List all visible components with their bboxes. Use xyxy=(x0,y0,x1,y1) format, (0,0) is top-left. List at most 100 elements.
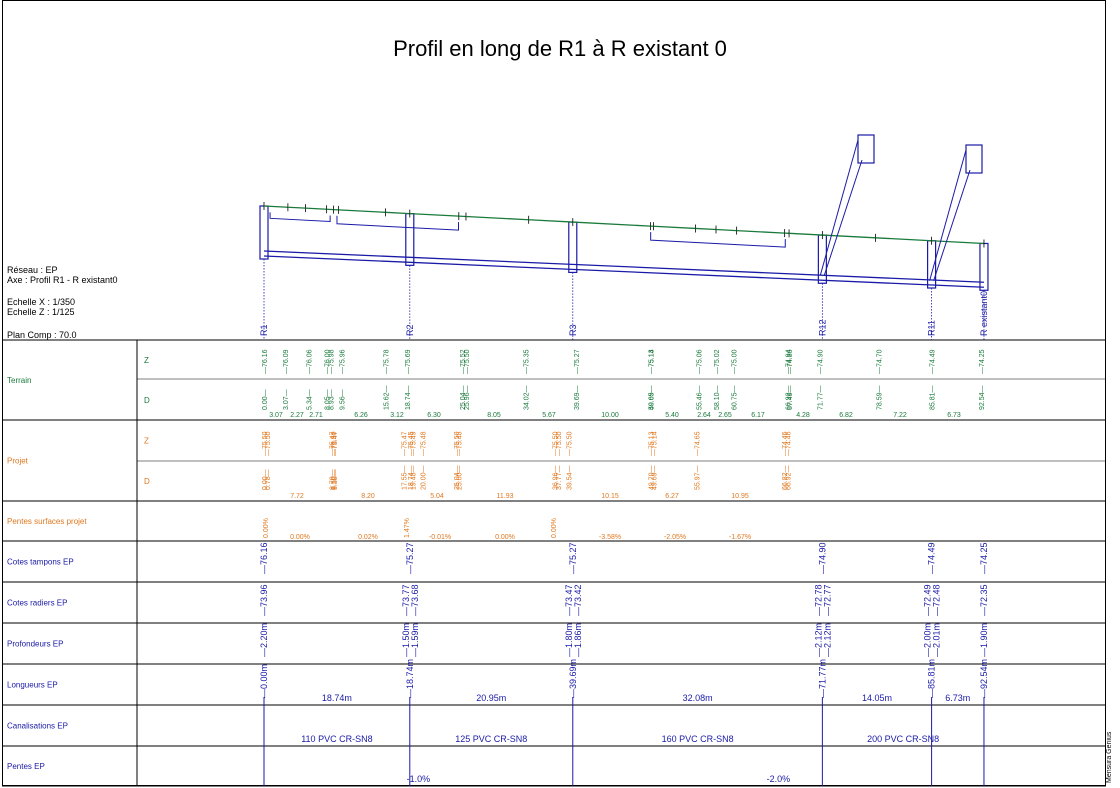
leader-note-box xyxy=(857,134,875,164)
terrain-d-value: 58.10— xyxy=(714,385,721,410)
projet-z-value: —74.65 xyxy=(694,431,701,456)
projet-d-value: 18.74— xyxy=(408,465,415,490)
longueur-cumul-value: —85.81m xyxy=(927,659,937,698)
terrain-z-value: —75.50 xyxy=(464,349,471,374)
cote-radier-value: —73.42 xyxy=(573,584,583,616)
surface-slope-value: 0.00% xyxy=(495,534,515,541)
node-label: R3 xyxy=(568,324,578,336)
surface-slope-value: -3.58% xyxy=(599,534,621,541)
info-echelle-z: Echelle Z : 1/125 xyxy=(7,307,75,317)
leader-line xyxy=(819,139,859,276)
terrain-d-value: 25.04— xyxy=(460,385,467,410)
terrain-d-value: 49.69— xyxy=(649,385,656,410)
surface-slope-vertical: 1.47% xyxy=(404,518,411,538)
terrain-segment-distance: 2.27 xyxy=(290,412,304,419)
software-signature: Mensura Genius xyxy=(1106,731,1113,783)
terrain-z-value: —75.27 xyxy=(574,349,581,374)
projet-z-value: —75.49 xyxy=(411,431,418,456)
terrain-line xyxy=(653,225,696,230)
terrain-d-value: 5.34— xyxy=(307,389,314,410)
platform-outline xyxy=(269,212,331,222)
profondeur-value: —2.12m xyxy=(822,623,832,657)
profondeur-value: —1.80m xyxy=(564,623,574,657)
platform-outline xyxy=(336,215,459,231)
terrain-line xyxy=(789,232,823,236)
profondeur-value: —2.01m xyxy=(932,623,942,657)
terrain-line xyxy=(695,227,717,231)
terrain-d-value: 50.05— xyxy=(648,385,655,410)
cote-tampon-value: —75.27 xyxy=(568,542,578,574)
projet-segment-distance: 5.04 xyxy=(430,493,444,500)
terrain-d-value: 25.96— xyxy=(464,385,471,410)
projet-z-value: —75.47 xyxy=(330,431,337,456)
cote-radier-value: —73.77 xyxy=(401,584,411,616)
projet-d-value: 55.97— xyxy=(694,465,701,490)
longueur-segment-value: 14.05m xyxy=(862,693,892,703)
row-label-pentes: Pentes EP xyxy=(7,762,45,771)
cote-radier-value: —73.96 xyxy=(259,584,269,616)
profondeur-value: —2.00m xyxy=(923,623,933,657)
projet-d-value: 0.78— xyxy=(265,469,272,490)
leader-line xyxy=(823,159,863,276)
canalisation-value: 200 PVC CR-SN8 xyxy=(867,734,939,744)
row-label-cotes-radiers: Cotes radiers EP xyxy=(7,599,67,608)
projet-segment-distance: 11.93 xyxy=(497,493,514,500)
terrain-segment-distance: 2.71 xyxy=(309,412,323,419)
projet-d-value: 20.00— xyxy=(421,465,428,490)
terrain-z-value: —74.86 xyxy=(787,349,794,374)
projet-z-value: —75.45 xyxy=(408,431,415,456)
cote-radier-value: —72.78 xyxy=(813,584,823,616)
row-label-canalisations: Canalisations EP xyxy=(7,722,68,731)
terrain-z-value: —75.00 xyxy=(732,349,739,374)
projet-z-value: —75.50 xyxy=(553,431,560,456)
longueur-cumul-value: —71.77m xyxy=(817,659,827,698)
pipe-invert-line xyxy=(263,250,984,283)
terrain-d-value: 66.92— xyxy=(786,385,793,410)
projet-segment-distance: 10.15 xyxy=(601,493,619,500)
terrain-line xyxy=(385,211,410,215)
projet-d-value: 25.00— xyxy=(457,465,464,490)
cote-tampon-value: —74.25 xyxy=(979,542,989,574)
terrain-z-value: —75.06 xyxy=(696,349,703,374)
row-sublabel-terrain-z: Z xyxy=(144,356,149,365)
canalisation-value: 110 PVC CR-SN8 xyxy=(301,734,372,744)
terrain-line xyxy=(338,209,386,213)
terrain-z-value: —75.35 xyxy=(524,349,531,374)
longueur-cumul-value: —0.00m xyxy=(259,664,269,698)
cote-tampon-value: —75.27 xyxy=(405,542,415,574)
projet-z-value: —75.47 xyxy=(402,431,409,456)
longueur-segment-value: 32.08m xyxy=(683,693,713,703)
projet-d-value: 36.96— xyxy=(553,465,560,490)
projet-z-value: —75.14 xyxy=(652,431,659,456)
projet-z-value: —75.50 xyxy=(262,431,269,456)
projet-z-value: —75.50 xyxy=(454,431,461,456)
terrain-segment-distance: 5.40 xyxy=(665,412,679,419)
info-axe: Axe : Profil R1 - R existant0 xyxy=(7,275,118,285)
terrain-z-value: —75.78 xyxy=(384,349,391,374)
row-sublabel-terrain-d: D xyxy=(144,396,150,405)
profondeur-value: —2.20m xyxy=(259,623,269,657)
drawing-title: Profil en long de R1 à R existant 0 xyxy=(393,36,727,61)
terrain-segment-distance: 7.22 xyxy=(893,412,907,419)
profondeur-value: —2.12m xyxy=(813,623,823,657)
projet-d-value: 25.04— xyxy=(454,465,461,490)
cote-radier-value: —72.49 xyxy=(923,584,933,616)
projet-z-value: —74.46 xyxy=(782,431,789,456)
terrain-line xyxy=(822,234,876,239)
terrain-z-value: —74.25 xyxy=(979,349,986,374)
platform-outline xyxy=(650,232,786,248)
profondeur-value: —1.86m xyxy=(573,623,583,657)
terrain-z-value: —75.02 xyxy=(714,349,721,374)
info-reseau: Réseau : EP xyxy=(7,265,58,275)
cote-radier-value: —72.77 xyxy=(822,584,832,616)
terrain-line xyxy=(287,206,306,209)
terrain-line xyxy=(875,237,932,242)
projet-d-value: 37.77— xyxy=(556,465,563,490)
longueur-cumul-value: —18.74m xyxy=(405,659,415,698)
terrain-segment-distance: 4.28 xyxy=(796,412,810,419)
row-label-projet: Projet xyxy=(7,457,29,466)
projet-d-value: 0.00— xyxy=(262,469,269,490)
node-label: R existant0 xyxy=(979,291,989,336)
projet-segment-distance: 6.27 xyxy=(665,493,679,500)
projet-z-value: —75.47 xyxy=(332,431,339,456)
